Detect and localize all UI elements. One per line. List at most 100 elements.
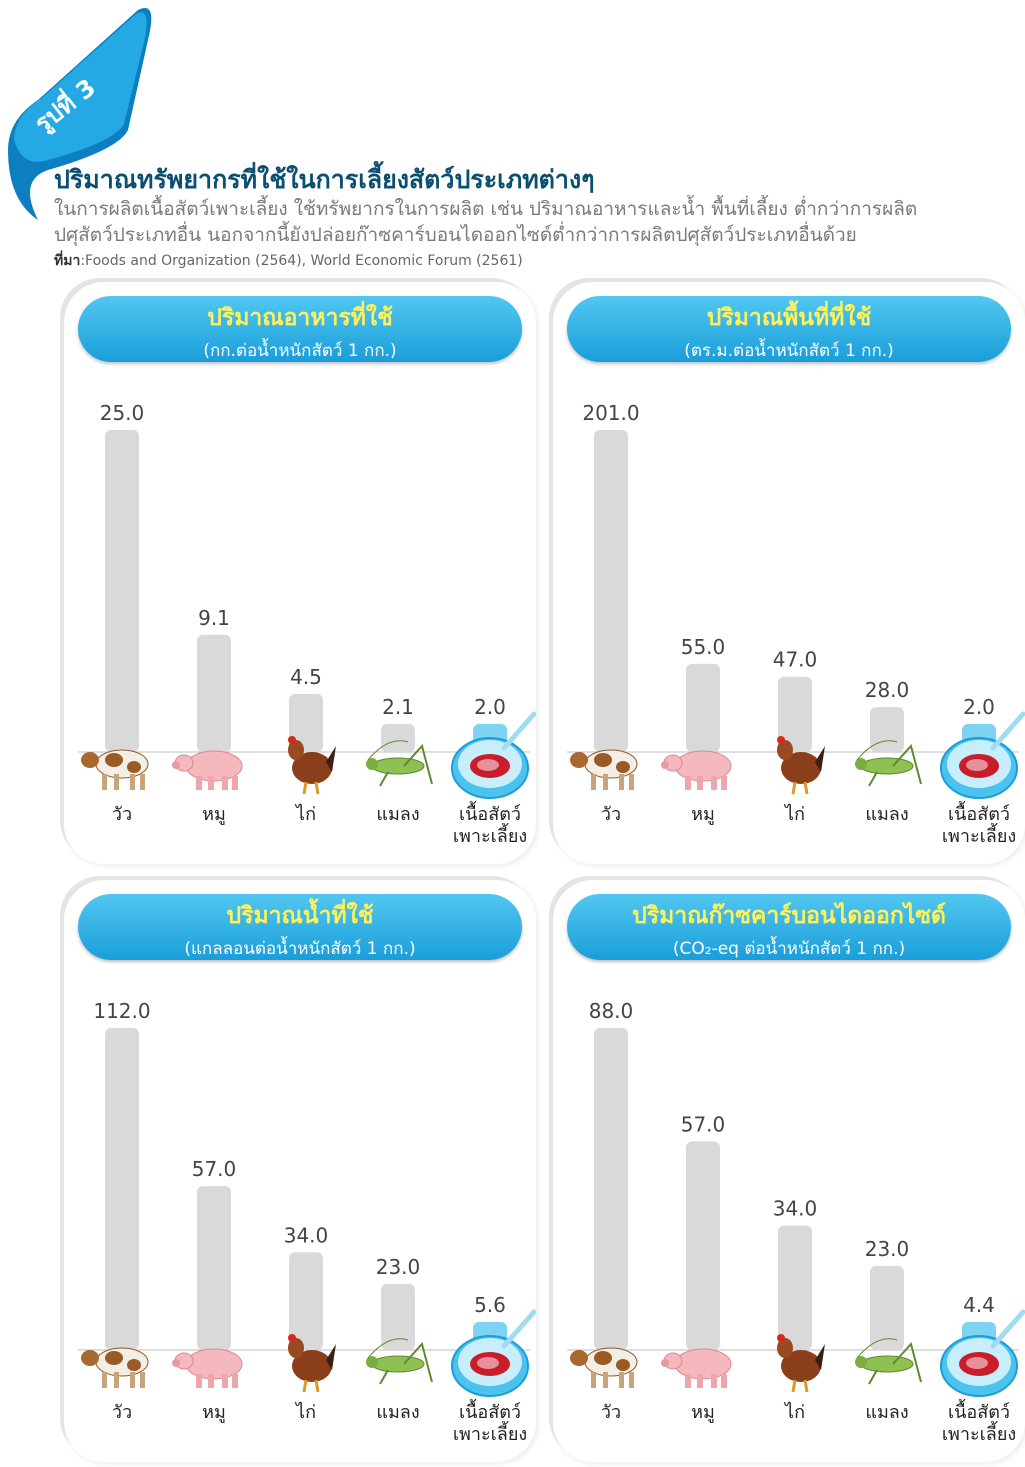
data-label: 23.0 [865, 1237, 910, 1261]
data-label: 57.0 [192, 1157, 237, 1181]
figure-subtitle-line2: ปศุสัตว์ประเภทอื่น นอกจากนี้ยังปล่อยก๊าซ… [54, 224, 857, 246]
figure-source: ที่มา:Foods and Organization (2564), Wor… [54, 250, 523, 272]
figure-subtitle-line1: ในการผลิตเนื้อสัตว์เพาะเลี้ยง ใช้ทรัพยาก… [54, 198, 918, 220]
category-label: เพาะเลี้ยง [942, 1421, 1016, 1445]
panel-co2-title: ปริมาณก๊าซคาร์บอนไดออกไซด์ [632, 903, 946, 929]
data-label: 2.1 [382, 695, 414, 719]
panel-co2-header: ปริมาณก๊าซคาร์บอนไดออกไซด์ (CO₂-eq ต่อน้… [567, 894, 1011, 960]
bar [381, 724, 415, 752]
data-label: 2.0 [474, 695, 506, 719]
data-label: 2.0 [963, 695, 995, 719]
cultured-meat-dish-icon [940, 1309, 1025, 1397]
panel-food-header: ปริมาณอาหารที่ใช้ (กก.ต่อน้ำหนักสัตว์ 1 … [78, 296, 522, 362]
cow-icon [81, 749, 149, 790]
data-label: 25.0 [100, 401, 145, 425]
category-label: วัว [601, 804, 621, 825]
source-label: ที่มา [54, 253, 81, 269]
panel-co2: ปริมาณก๊าซคาร์บอนไดออกไซด์ (CO₂-eq ต่อน้… [553, 880, 1025, 1462]
data-label: 4.4 [963, 1293, 995, 1317]
bar [686, 1141, 720, 1350]
category-label: แมลง [376, 1402, 419, 1423]
category-label: เนื้อสัตว์ [948, 1399, 1010, 1423]
data-label: 9.1 [198, 606, 230, 630]
data-label: 55.0 [681, 635, 726, 659]
bar [197, 1186, 231, 1350]
bar [105, 430, 139, 752]
panel-water-header: ปริมาณน้ำที่ใช้ (แกลลอนต่อน้ำหนักสัตว์ 1… [78, 894, 522, 960]
bar [289, 694, 323, 752]
panel-land: ปริมาณพื้นที่ที่ใช้ (ตร.ม.ต่อน้ำหนักสัตว… [553, 282, 1025, 864]
category-label: วัว [112, 804, 132, 825]
bar [778, 1225, 812, 1350]
category-label: เนื้อสัตว์ [459, 1399, 521, 1423]
category-label: หมู [691, 804, 715, 825]
source-text: :Foods and Organization (2564), World Ec… [80, 253, 523, 269]
pig-icon [172, 1348, 243, 1388]
category-label: วัว [601, 1402, 621, 1423]
cow-icon [570, 749, 638, 790]
panel-land-header: ปริมาณพื้นที่ที่ใช้ (ตร.ม.ต่อน้ำหนักสัตว… [567, 296, 1011, 362]
bar [778, 676, 812, 752]
data-label: 112.0 [93, 999, 150, 1023]
co2-chart: 88.0 วัว 57.0 หมู 34.0 ไก่ 23.0 แมลง 4.4 เนื้อสัต… [567, 999, 1025, 1445]
data-label: 23.0 [376, 1255, 421, 1279]
pig-icon [172, 750, 243, 790]
category-label: หมู [691, 1402, 715, 1423]
panel-water-unit: (แกลลอนต่อน้ำหนักสัตว์ 1 กก.) [184, 939, 416, 959]
figure-subtitle: ในการผลิตเนื้อสัตว์เพาะเลี้ยง ใช้ทรัพยาก… [54, 196, 1014, 248]
category-label: วัว [112, 1402, 132, 1423]
data-label: 5.6 [474, 1293, 506, 1317]
water-chart: 112.0 วัว 57.0 หมู 34.0 ไก่ 23.0 แมลง 5.6 เนื้อสั… [78, 999, 536, 1445]
figure-tag-ribbon: รูปที่ 3 [8, 8, 152, 220]
category-label: เนื้อสัตว์ [459, 801, 521, 825]
panel-land-unit: (ตร.ม.ต่อน้ำหนักสัตว์ 1 กก.) [684, 341, 894, 361]
bar [870, 707, 904, 752]
panel-land-title: ปริมาณพื้นที่ที่ใช้ [706, 305, 872, 331]
cultured-meat-dish-icon [451, 1309, 536, 1397]
panel-food-title: ปริมาณอาหารที่ใช้ [207, 305, 393, 331]
category-label: เพาะเลี้ยง [453, 823, 527, 847]
data-label: 201.0 [582, 401, 639, 425]
cricket-icon [366, 1338, 433, 1385]
category-label: แมลง [865, 1402, 908, 1423]
bar [105, 1028, 139, 1350]
bar [594, 430, 628, 752]
data-label: 34.0 [773, 1197, 818, 1221]
panel-water: ปริมาณน้ำที่ใช้ (แกลลอนต่อน้ำหนักสัตว์ 1… [64, 880, 536, 1462]
chicken-icon [777, 736, 825, 795]
category-label: เพาะเลี้ยง [942, 823, 1016, 847]
category-label: แมลง [376, 804, 419, 825]
panel-food: ปริมาณอาหารที่ใช้ (กก.ต่อน้ำหนักสัตว์ 1 … [64, 282, 536, 864]
category-label: เนื้อสัตว์ [948, 801, 1010, 825]
bar [289, 1252, 323, 1350]
bar [197, 634, 231, 752]
category-label: ไก่ [783, 1401, 805, 1423]
chicken-icon [288, 1334, 336, 1393]
data-label: 57.0 [681, 1112, 726, 1136]
pig-icon [661, 750, 732, 790]
category-label: หมู [202, 804, 226, 825]
panel-food-unit: (กก.ต่อน้ำหนักสัตว์ 1 กก.) [203, 341, 397, 361]
chicken-icon [288, 736, 336, 795]
data-label: 88.0 [589, 999, 634, 1023]
cultured-meat-dish-icon [940, 711, 1025, 799]
chicken-icon [777, 1334, 825, 1393]
pig-icon [661, 1348, 732, 1388]
cricket-icon [855, 1338, 922, 1385]
cow-icon [570, 1347, 638, 1388]
bar [686, 663, 720, 752]
category-label: หมู [202, 1402, 226, 1423]
cricket-icon [855, 740, 922, 787]
bar [594, 1028, 628, 1350]
bar [381, 1283, 415, 1350]
panel-co2-unit: (CO₂-eq ต่อน้ำหนักสัตว์ 1 กก.) [672, 939, 906, 959]
category-label: ไก่ [783, 803, 805, 825]
category-label: ไก่ [294, 803, 316, 825]
bar [870, 1265, 904, 1350]
data-label: 34.0 [284, 1223, 329, 1247]
category-label: ไก่ [294, 1401, 316, 1423]
cricket-icon [366, 740, 433, 787]
food-chart: 25.0 วัว 9.1 หมู 4.5 ไก่ 2.1 แมลง 2.0 เนื้อสัตว์เ… [78, 401, 536, 847]
data-label: 47.0 [773, 648, 818, 672]
panel-water-title: ปริมาณน้ำที่ใช้ [226, 903, 374, 929]
